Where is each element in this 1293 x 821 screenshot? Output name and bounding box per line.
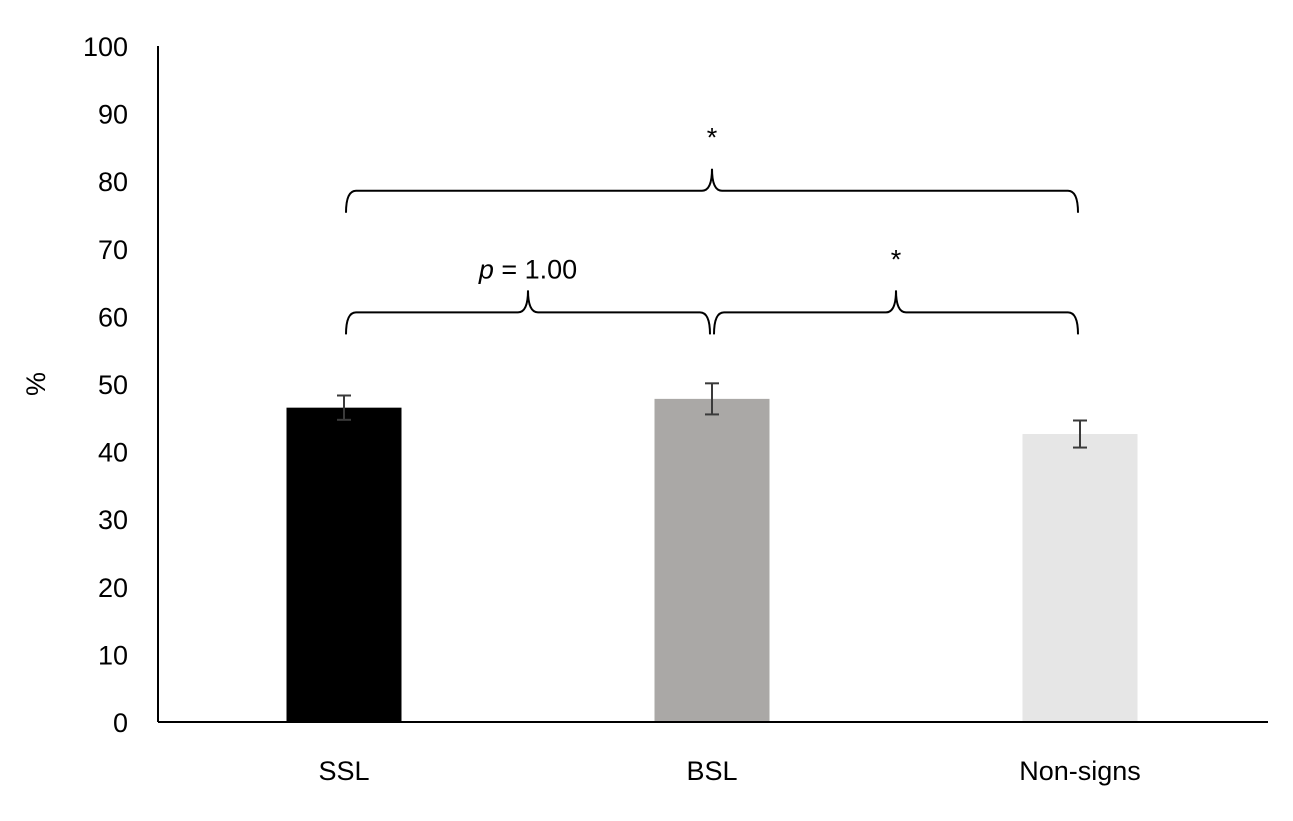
- significance-label: p = 1.00: [478, 254, 577, 284]
- y-axis-ticks: 0 10 20 30 40 50 60 70 80 90 100: [83, 32, 128, 738]
- significance-label: *: [891, 244, 902, 274]
- y-tick-label: 20: [98, 573, 128, 603]
- y-tick-label: 70: [98, 235, 128, 265]
- brace-line: [345, 290, 711, 335]
- p-value: = 1.00: [494, 254, 577, 284]
- y-tick-label: 50: [98, 370, 128, 400]
- significance-label: *: [707, 123, 718, 153]
- p-symbol: p: [478, 254, 494, 284]
- y-tick-label: 60: [98, 302, 128, 332]
- y-tick-label: 10: [98, 640, 128, 670]
- y-tick-label: 100: [83, 32, 128, 62]
- error-bar: [1073, 419, 1087, 449]
- y-tick-label: 80: [98, 167, 128, 197]
- brace-line: [713, 290, 1079, 335]
- y-tick-label: 30: [98, 505, 128, 535]
- bar-non-signs: [1022, 434, 1138, 722]
- y-tick-label: 40: [98, 438, 128, 468]
- x-tick-label: BSL: [686, 756, 737, 786]
- x-axis-ticks: SSL BSL Non-signs: [318, 756, 1140, 786]
- brace-line: [345, 168, 1079, 213]
- y-tick-label: 0: [113, 708, 128, 738]
- error-bar: [705, 382, 719, 416]
- comparison-bracket: *: [345, 123, 1079, 213]
- y-axis-label: %: [21, 372, 51, 396]
- bar-ssl: [286, 407, 402, 722]
- bars: [286, 398, 1138, 722]
- significance-brackets: p = 1.00 * *: [345, 123, 1079, 335]
- comparison-bracket: *: [713, 244, 1079, 335]
- y-tick-label: 90: [98, 100, 128, 130]
- comparison-bracket: p = 1.00: [345, 254, 711, 335]
- error-bar: [337, 394, 351, 421]
- x-tick-label: SSL: [318, 756, 369, 786]
- error-bars: [337, 382, 1087, 449]
- bar-bsl: [654, 398, 770, 722]
- x-tick-label: Non-signs: [1019, 756, 1141, 786]
